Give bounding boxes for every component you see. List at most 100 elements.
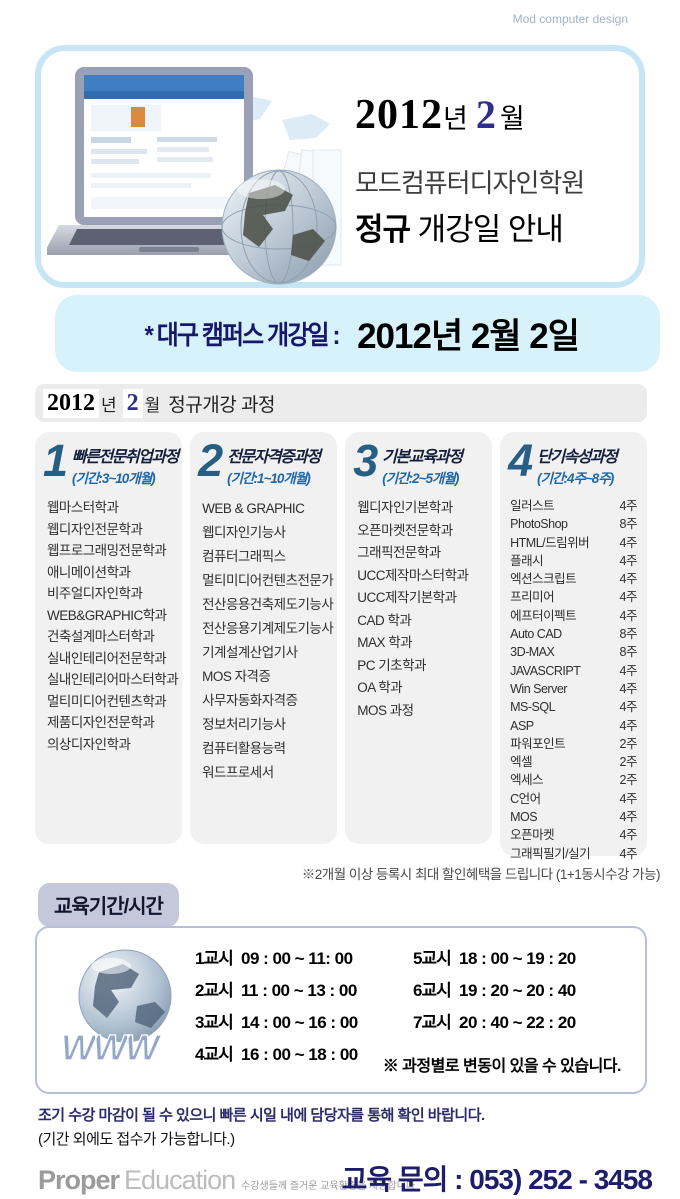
column-period: (기간:3~10개월) bbox=[72, 471, 156, 486]
course-duration: 4주 bbox=[619, 535, 638, 550]
course-duration: 8주 bbox=[619, 645, 638, 660]
schedule-rows: 1교시 09 : 00 ~ 11: 00 5교시 18 : 00 ~ 19 : 20 2… bbox=[195, 944, 637, 1072]
course-item: PC 기초학과 bbox=[357, 657, 426, 673]
column-title: 전문자격증과정 bbox=[227, 449, 321, 466]
course-item: 웹디자인기능사 bbox=[202, 525, 286, 540]
course-name: JAVASCRIPT bbox=[510, 663, 581, 678]
course-item: 에프터이펙트 4주 bbox=[510, 607, 643, 625]
course-item: 비주얼디자인학과 bbox=[47, 586, 143, 601]
course-item: MS-SQL 4주 bbox=[510, 698, 643, 716]
course-item: UCC제작마스터학과 bbox=[357, 567, 469, 583]
column-title: 단기속성과정 bbox=[537, 449, 618, 466]
column-header: 4 단기속성과정 (기간:4주~8주) bbox=[500, 432, 647, 489]
laptop-globe-illustration bbox=[47, 67, 342, 285]
right-label: 5교시 bbox=[413, 949, 452, 968]
course-name: 3D-MAX bbox=[510, 645, 555, 660]
course-duration: 4주 bbox=[619, 590, 638, 605]
course-item: 웹디자인전문학과 bbox=[47, 521, 143, 537]
header-title-bold: 정규 bbox=[355, 212, 411, 247]
course-name: 엑션스크립트 bbox=[510, 572, 577, 587]
left-time: 14 : 00 ~ 16 : 00 bbox=[241, 1013, 358, 1032]
column-number: 1 bbox=[43, 435, 69, 486]
left-time: 11 : 00 ~ 13 : 00 bbox=[241, 981, 357, 1000]
course-duration: 4주 bbox=[619, 572, 638, 587]
course-column-4: 4 단기속성과정 (기간:4주~8주) 일러스트 4주 PhotoShop 8주 HTM… bbox=[500, 432, 647, 861]
course-item: Auto CAD 8주 bbox=[510, 625, 643, 643]
header-month-suffix: 월 bbox=[499, 104, 525, 134]
column-title: 기본교육과정 bbox=[382, 449, 463, 466]
course-item: UCC제작기본학과 bbox=[357, 590, 457, 605]
course-duration: 2주 bbox=[619, 773, 638, 788]
course-item: 애니메이션학과 bbox=[47, 564, 131, 580]
left-time: 09 : 00 ~ 11: 00 bbox=[241, 949, 353, 968]
footer-notice-1: 조기 수강 마감이 될 수 있으니 빠른 시일 내에 담당자를 통해 확인 바랍… bbox=[38, 1107, 485, 1124]
brand-name-light: Education bbox=[124, 1165, 236, 1195]
column-number: 2 bbox=[198, 435, 224, 486]
schedule-box: WWW 1교시 09 : 00 ~ 11: 00 5교시 18 : 00 ~ 19 :… bbox=[35, 926, 647, 1094]
course-item: 엑셀 2주 bbox=[510, 753, 643, 771]
header-year: 2012 bbox=[355, 92, 443, 138]
schedule-badge: 교육기간/시간 bbox=[38, 883, 179, 927]
section-month: 2 bbox=[122, 388, 143, 418]
brand-tagline: 수강생들께 즐거운 교육환경을 제공합니다 bbox=[241, 1181, 416, 1192]
course-item: 그래픽필기/실기 4주 bbox=[510, 845, 643, 863]
course-name: 플래시 bbox=[510, 553, 544, 568]
course-columns: 1 빠른전문취업과정 (기간:3~10개월) 웹마스터학과 웹디자인전문학과 웹프로… bbox=[35, 432, 647, 861]
course-item: 그래픽전문학과 bbox=[357, 545, 441, 560]
column-number: 4 bbox=[508, 435, 534, 486]
course-name: Auto CAD bbox=[510, 627, 562, 642]
watermark-text: Mod computer design bbox=[512, 12, 628, 26]
course-item: WEB&GRAPHIC학과 bbox=[47, 607, 167, 623]
course-name: HTML/드림위버 bbox=[510, 535, 590, 550]
section-year: 2012 bbox=[43, 388, 99, 418]
course-column-2: 2 전문자격증과정 (기간:1~10개월) WEB & GRAPHIC 웹디자인기… bbox=[190, 432, 338, 844]
course-name: MS-SQL bbox=[510, 700, 556, 715]
course-item: OA 학과 bbox=[357, 680, 403, 695]
course-item: 엑션스크립트 4주 bbox=[510, 570, 643, 588]
course-item: 프리미어 4주 bbox=[510, 588, 643, 606]
course-duration: 4주 bbox=[619, 791, 638, 806]
course-item: MOS 4주 bbox=[510, 808, 643, 826]
course-item: 컴퓨터활용능력 bbox=[202, 741, 286, 756]
right-time: 20 : 40 ~ 22 : 20 bbox=[459, 1013, 576, 1032]
right-label: 7교시 bbox=[413, 1013, 452, 1032]
course-item: 건축설계마스터학과 bbox=[47, 629, 155, 644]
course-item: 오픈마켓 4주 bbox=[510, 826, 643, 844]
course-name: MOS bbox=[510, 810, 538, 825]
course-item: MOS 과정 bbox=[357, 702, 414, 718]
course-item: MOS 자격증 bbox=[202, 669, 271, 684]
campus-label: * 대구 캠퍼스 개강일 : bbox=[144, 320, 341, 350]
footer-notice-2: (기간 외에도 접수가 가능합니다.) bbox=[38, 1131, 235, 1148]
course-name: 오픈마켓 bbox=[510, 828, 555, 843]
brand-logo: Proper Education 수강생들께 즐거운 교육환경을 제공합니다 bbox=[38, 1165, 415, 1196]
course-list: WEB & GRAPHIC 웹디자인기능사 컴퓨터그래픽스 멀티미디어컨텐츠전문가 전산… bbox=[190, 489, 337, 791]
course-item: 오픈마켓전문학과 bbox=[357, 522, 453, 538]
course-name: PhotoShop bbox=[510, 517, 568, 532]
academy-name: 모드컴퓨터디자인학원 bbox=[355, 168, 585, 198]
course-item: 웹디자인기본학과 bbox=[357, 500, 453, 515]
column-header: 1 빠른전문취업과정 (기간:3~10개월) bbox=[35, 432, 182, 489]
course-item: 파워포인트 2주 bbox=[510, 735, 643, 753]
left-label: 4교시 bbox=[195, 1045, 234, 1064]
column-period: (기간:2~5개월) bbox=[382, 471, 459, 486]
course-item: JAVASCRIPT 4주 bbox=[510, 662, 643, 680]
campus-date: 2012년 2월 2일 bbox=[357, 317, 580, 356]
course-duration: 2주 bbox=[619, 755, 638, 770]
course-item: 실내인테리어전문학과 bbox=[47, 650, 167, 666]
column-header: 2 전문자격증과정 (기간:1~10개월) bbox=[190, 432, 337, 489]
course-list: 일러스트 4주 PhotoShop 8주 HTML/드림위버 4주 플래시 4주 엑션스크립트 4… bbox=[500, 489, 647, 869]
course-name: ASP bbox=[510, 718, 534, 733]
course-item: PhotoShop 8주 bbox=[510, 515, 643, 533]
schedule-row: 4교시 16 : 00 ~ 18 : 00 bbox=[195, 1040, 637, 1072]
course-item: 컴퓨터그래픽스 bbox=[202, 549, 286, 564]
schedule-row: 1교시 09 : 00 ~ 11: 00 5교시 18 : 00 ~ 19 : 20 bbox=[195, 944, 637, 976]
schedule-note: ※ 과정별로 변동이 있을 수 있습니다. bbox=[382, 1058, 622, 1075]
course-duration: 4주 bbox=[619, 700, 638, 715]
course-item: 엑세스 2주 bbox=[510, 771, 643, 789]
course-duration: 4주 bbox=[619, 846, 638, 861]
course-item: 워드프로세서 bbox=[202, 765, 274, 780]
header-title-rest: 개강일 안내 bbox=[410, 212, 564, 247]
course-duration: 4주 bbox=[619, 828, 638, 843]
left-label: 1교시 bbox=[195, 949, 234, 968]
course-duration: 8주 bbox=[619, 627, 638, 642]
